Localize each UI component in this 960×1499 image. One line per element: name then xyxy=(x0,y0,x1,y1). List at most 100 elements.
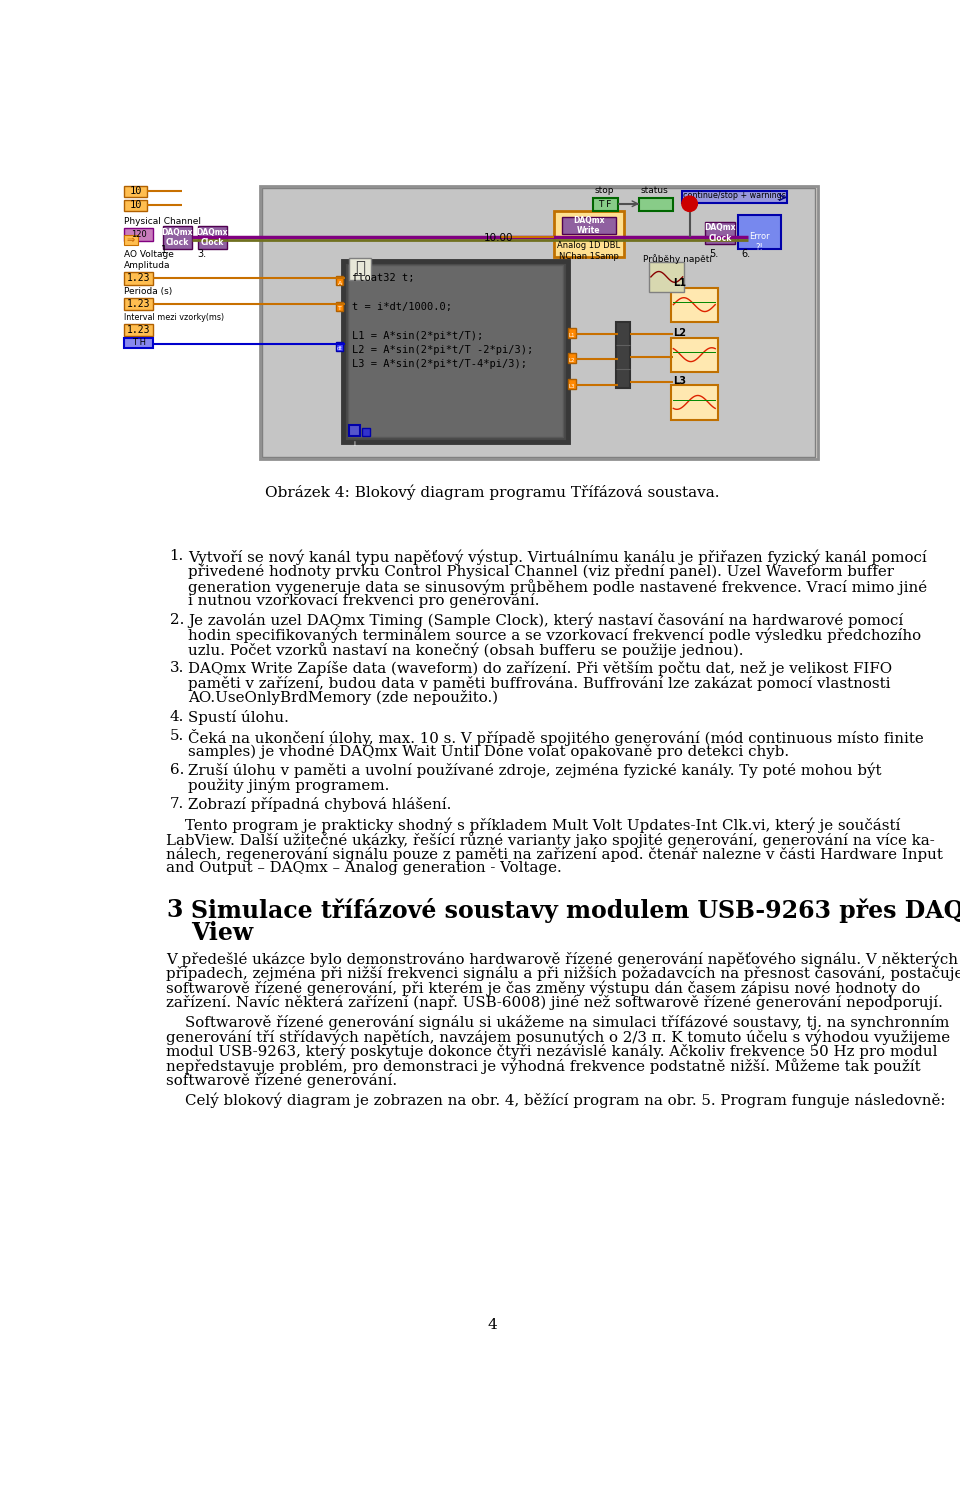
Text: Error
?!: Error ?! xyxy=(749,232,770,252)
Text: DAQmx
Clock: DAQmx Clock xyxy=(197,228,228,247)
Text: hodin specifikovaných terminálem source a se vzorkovací frekvencí podle výsledku: hodin specifikovaných terminálem source … xyxy=(188,627,922,643)
Text: ⌚: ⌚ xyxy=(355,259,365,277)
Text: Analog 1D DBL
NChan 1Samp: Analog 1D DBL NChan 1Samp xyxy=(558,241,620,261)
Text: paměti v zařízení, budou data v paměti buffrována. Buffrování lze zakázat pomocí: paměti v zařízení, budou data v paměti b… xyxy=(188,676,891,691)
Text: Zobrazí případná chybová hlášení.: Zobrazí případná chybová hlášení. xyxy=(188,796,451,811)
Text: AO Voltage: AO Voltage xyxy=(124,250,174,259)
Text: T H: T H xyxy=(132,339,146,348)
Text: modul USB-9263, který poskytuje dokonce čtyři nezávislé kanály. Ačkoliv frekvenc: modul USB-9263, který poskytuje dokonce … xyxy=(166,1043,938,1060)
Text: L1: L1 xyxy=(673,279,686,288)
FancyBboxPatch shape xyxy=(592,198,617,211)
Text: L1: L1 xyxy=(568,333,575,337)
Text: i nutnou vzorkovací frekvenci pro generování.: i nutnou vzorkovací frekvenci pro genero… xyxy=(188,594,540,609)
FancyBboxPatch shape xyxy=(336,276,344,285)
Text: 5.: 5. xyxy=(170,729,184,744)
Text: status: status xyxy=(641,186,668,195)
FancyBboxPatch shape xyxy=(162,226,192,249)
FancyBboxPatch shape xyxy=(671,385,717,420)
Text: Perioda (s): Perioda (s) xyxy=(124,286,172,295)
Text: Tento program je prakticky shodný s příkladem Mult Volt Updates-Int Clk.vi, kter: Tento program je prakticky shodný s přík… xyxy=(166,817,900,833)
FancyBboxPatch shape xyxy=(262,189,815,457)
FancyBboxPatch shape xyxy=(198,226,227,249)
Text: 1.23: 1.23 xyxy=(127,273,151,283)
Circle shape xyxy=(682,196,697,211)
Text: DAQmx
Clock: DAQmx Clock xyxy=(704,223,735,243)
Text: Celý blokový diagram je zobrazen na obr. 4, běžící program na obr. 5. Program fu: Celý blokový diagram je zobrazen na obr.… xyxy=(166,1093,946,1108)
FancyBboxPatch shape xyxy=(336,301,344,310)
FancyBboxPatch shape xyxy=(362,427,370,436)
Text: ⇒: ⇒ xyxy=(127,235,135,244)
Text: float32 t;

t = i*dt/1000.0;

L1 = A*sin(2*pi*t/T);
L2 = A*sin(2*pi*t/T -2*pi/3): float32 t; t = i*dt/1000.0; L1 = A*sin(2… xyxy=(352,273,534,369)
FancyBboxPatch shape xyxy=(616,322,630,388)
FancyBboxPatch shape xyxy=(124,199,147,211)
Text: nepředstavuje problém, pro demonstraci je výhodná frekvence podstatně nižší. Můž: nepředstavuje problém, pro demonstraci j… xyxy=(166,1058,922,1075)
FancyBboxPatch shape xyxy=(124,337,154,348)
Text: 3: 3 xyxy=(166,898,182,922)
Text: L3: L3 xyxy=(673,376,686,385)
FancyBboxPatch shape xyxy=(671,337,717,372)
Text: stop: stop xyxy=(594,186,613,195)
Text: 7.: 7. xyxy=(170,796,184,811)
Text: Spustí úlohu.: Spustí úlohu. xyxy=(188,709,289,724)
Text: 2.: 2. xyxy=(170,613,184,627)
FancyBboxPatch shape xyxy=(568,354,576,363)
Text: i: i xyxy=(354,441,356,447)
Text: samples) je vhodné DAQmx Wait Until Done volat opakovaně pro detekci chyb.: samples) je vhodné DAQmx Wait Until Done… xyxy=(188,744,789,758)
Text: L3: L3 xyxy=(568,384,575,390)
FancyBboxPatch shape xyxy=(682,192,786,202)
FancyBboxPatch shape xyxy=(706,222,734,244)
Text: L2: L2 xyxy=(568,358,575,363)
Text: 120: 120 xyxy=(131,229,147,238)
Text: 4: 4 xyxy=(487,1318,497,1333)
Text: DAQmx Write Zapíše data (waveform) do zařízení. Při větším počtu dat, než je vel: DAQmx Write Zapíše data (waveform) do za… xyxy=(188,661,893,676)
Text: 10: 10 xyxy=(130,201,142,210)
Text: Obrázek 4: Blokový diagram programu Třífázová soustava.: Obrázek 4: Blokový diagram programu Tříf… xyxy=(265,484,719,499)
Text: Čeká na ukončení úlohy, max. 10 s. V případě spojitého generování (mód continuou: Čeká na ukončení úlohy, max. 10 s. V pří… xyxy=(188,729,924,747)
FancyBboxPatch shape xyxy=(348,265,564,438)
Text: 1.: 1. xyxy=(170,550,184,564)
FancyBboxPatch shape xyxy=(124,273,154,285)
Text: 1.23: 1.23 xyxy=(127,325,151,336)
Text: Softwarově řízené generování signálu si ukážeme na simulaci třífázové soustavy, : Softwarově řízené generování signálu si … xyxy=(166,1015,949,1030)
Text: 10.00: 10.00 xyxy=(484,234,514,243)
FancyBboxPatch shape xyxy=(336,342,344,351)
FancyBboxPatch shape xyxy=(671,288,717,322)
Text: Zruší úlohu v paměti a uvolní používané zdroje, zejména fyzické kanály. Ty poté : Zruší úlohu v paměti a uvolní používané … xyxy=(188,763,881,778)
Text: 6.: 6. xyxy=(741,249,751,259)
FancyBboxPatch shape xyxy=(562,217,616,234)
Text: zařízení. Navíc některá zařízení (např. USB-6008) jiné než softwarově řízené gen: zařízení. Navíc některá zařízení (např. … xyxy=(166,995,944,1010)
Text: 3.: 3. xyxy=(170,661,184,675)
FancyBboxPatch shape xyxy=(349,424,360,436)
Text: 10: 10 xyxy=(130,186,142,196)
FancyBboxPatch shape xyxy=(649,262,684,291)
Text: continue/stop + warnings: continue/stop + warnings xyxy=(684,190,786,199)
Text: použity jiným programem.: použity jiným programem. xyxy=(188,778,390,793)
Text: dt: dt xyxy=(337,346,343,351)
FancyBboxPatch shape xyxy=(568,328,576,337)
Text: A: A xyxy=(338,280,342,286)
FancyBboxPatch shape xyxy=(124,235,138,244)
Text: and Output – DAQmx – Analog generation - Voltage.: and Output – DAQmx – Analog generation -… xyxy=(166,862,563,875)
FancyBboxPatch shape xyxy=(124,186,147,196)
Text: Vytvoří se nový kanál typu napěťový výstup. Virtuálnímu kanálu je přiřazen fyzic: Vytvoří se nový kanál typu napěťový výst… xyxy=(188,550,927,565)
FancyBboxPatch shape xyxy=(568,379,576,390)
FancyBboxPatch shape xyxy=(124,298,154,310)
FancyBboxPatch shape xyxy=(349,258,372,280)
Text: 6.: 6. xyxy=(170,763,184,776)
Text: softwarově řízené generování.: softwarově řízené generování. xyxy=(166,1073,397,1088)
Text: generování tří střídavých napětích, navzájem posunutých o 2/3 π. K tomuto účelu : generování tří střídavých napětích, navz… xyxy=(166,1030,950,1045)
Text: Simulace třífázové soustavy modulem USB-9263 přes DAQM z Lab-: Simulace třífázové soustavy modulem USB-… xyxy=(191,898,960,922)
FancyBboxPatch shape xyxy=(639,198,673,211)
Text: DAQmx
Write: DAQmx Write xyxy=(573,216,605,235)
Text: 1.23: 1.23 xyxy=(127,298,151,309)
Text: přivedené hodnoty prvku Control Physical Channel (viz přední panel). Uzel Wavefo: přivedené hodnoty prvku Control Physical… xyxy=(188,564,894,579)
Text: L2: L2 xyxy=(673,328,686,339)
FancyBboxPatch shape xyxy=(124,324,154,336)
Text: 5.: 5. xyxy=(709,249,718,259)
Text: nálech, regenerování signálu pouze z paměti na zařízení apod. čtenář nalezne v č: nálech, regenerování signálu pouze z pam… xyxy=(166,847,944,862)
Text: T F: T F xyxy=(598,199,612,208)
Text: View: View xyxy=(191,920,253,944)
Text: DAQmx
Clock: DAQmx Clock xyxy=(161,228,193,247)
FancyBboxPatch shape xyxy=(259,186,818,459)
Text: 3.: 3. xyxy=(198,249,206,259)
